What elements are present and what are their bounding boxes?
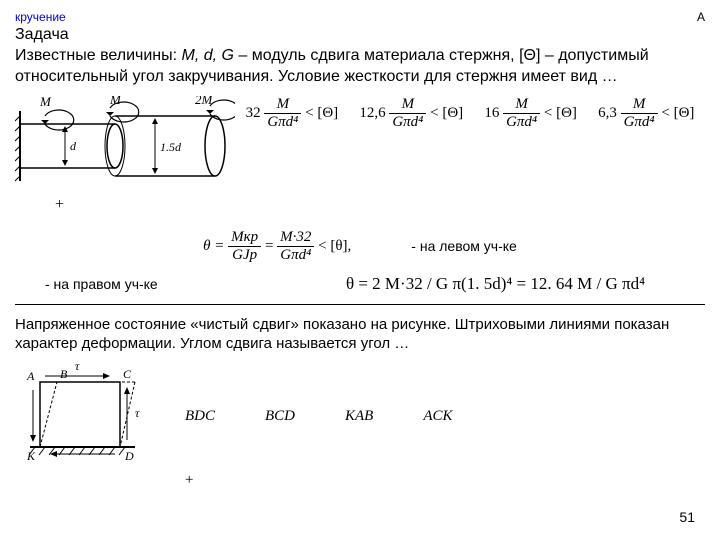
svg-text:τ: τ: [135, 406, 140, 420]
answer-options-2: BDC BCD KAB ACK: [185, 408, 453, 425]
svg-text:D: D: [124, 449, 134, 463]
main-result-formula: θ = 2 M·32 / G π(1. 5d)⁴ = 12. 64 M / G …: [346, 274, 645, 294]
svg-text:τ: τ: [75, 362, 80, 373]
header-left: кручение: [15, 10, 66, 24]
header-right: A: [697, 10, 705, 24]
option-4: 6,3 MGπd⁴ < [Θ]: [598, 96, 694, 131]
page-number: 51: [679, 509, 695, 525]
svg-text:M: M: [109, 96, 122, 107]
shear-diagram: A B C D K τ τ: [15, 362, 155, 472]
answer-bcd: BCD: [265, 408, 295, 425]
problem-2-statement: Напряженное состояние «чистый сдвиг» пок…: [15, 315, 705, 354]
svg-text:2M: 2M: [195, 96, 214, 107]
svg-text:K: K: [26, 449, 36, 463]
right-segment-note: - на правом уч-ке: [45, 276, 158, 292]
answer-kab: KAB: [345, 408, 373, 425]
svg-text:d: d: [70, 139, 77, 153]
derivation-formula: θ = MкрGJp = M·32Gπd⁴ < [θ], - на левом …: [15, 229, 705, 264]
correct-mark-1: +: [55, 196, 705, 214]
svg-text:C: C: [123, 367, 132, 381]
svg-text:B: B: [60, 367, 68, 381]
svg-text:A: A: [26, 369, 35, 383]
shaft-diagram: M M 2M d 1.5d: [15, 96, 235, 196]
left-segment-note: - на левом уч-ке: [411, 238, 517, 254]
problem-title: Задача: [15, 26, 705, 44]
option-1: 32 MGπd⁴ < [Θ]: [246, 96, 339, 131]
answer-bdc: BDC: [185, 408, 215, 425]
svg-text:1.5d: 1.5d: [160, 140, 182, 154]
answer-options: 32 MGπd⁴ < [Θ] 12,6 MGπd⁴ < [Θ] 16 MGπd⁴…: [235, 96, 705, 131]
option-2: 12,6 MGπd⁴ < [Θ]: [359, 96, 463, 131]
option-3: 16 MGπd⁴ < [Θ]: [484, 96, 577, 131]
problem-statement: Известные величины: M, d, G – модуль сдв…: [15, 46, 705, 88]
correct-mark-2: +: [185, 472, 705, 489]
answer-ack: ACK: [423, 408, 452, 425]
svg-text:M: M: [39, 96, 52, 109]
